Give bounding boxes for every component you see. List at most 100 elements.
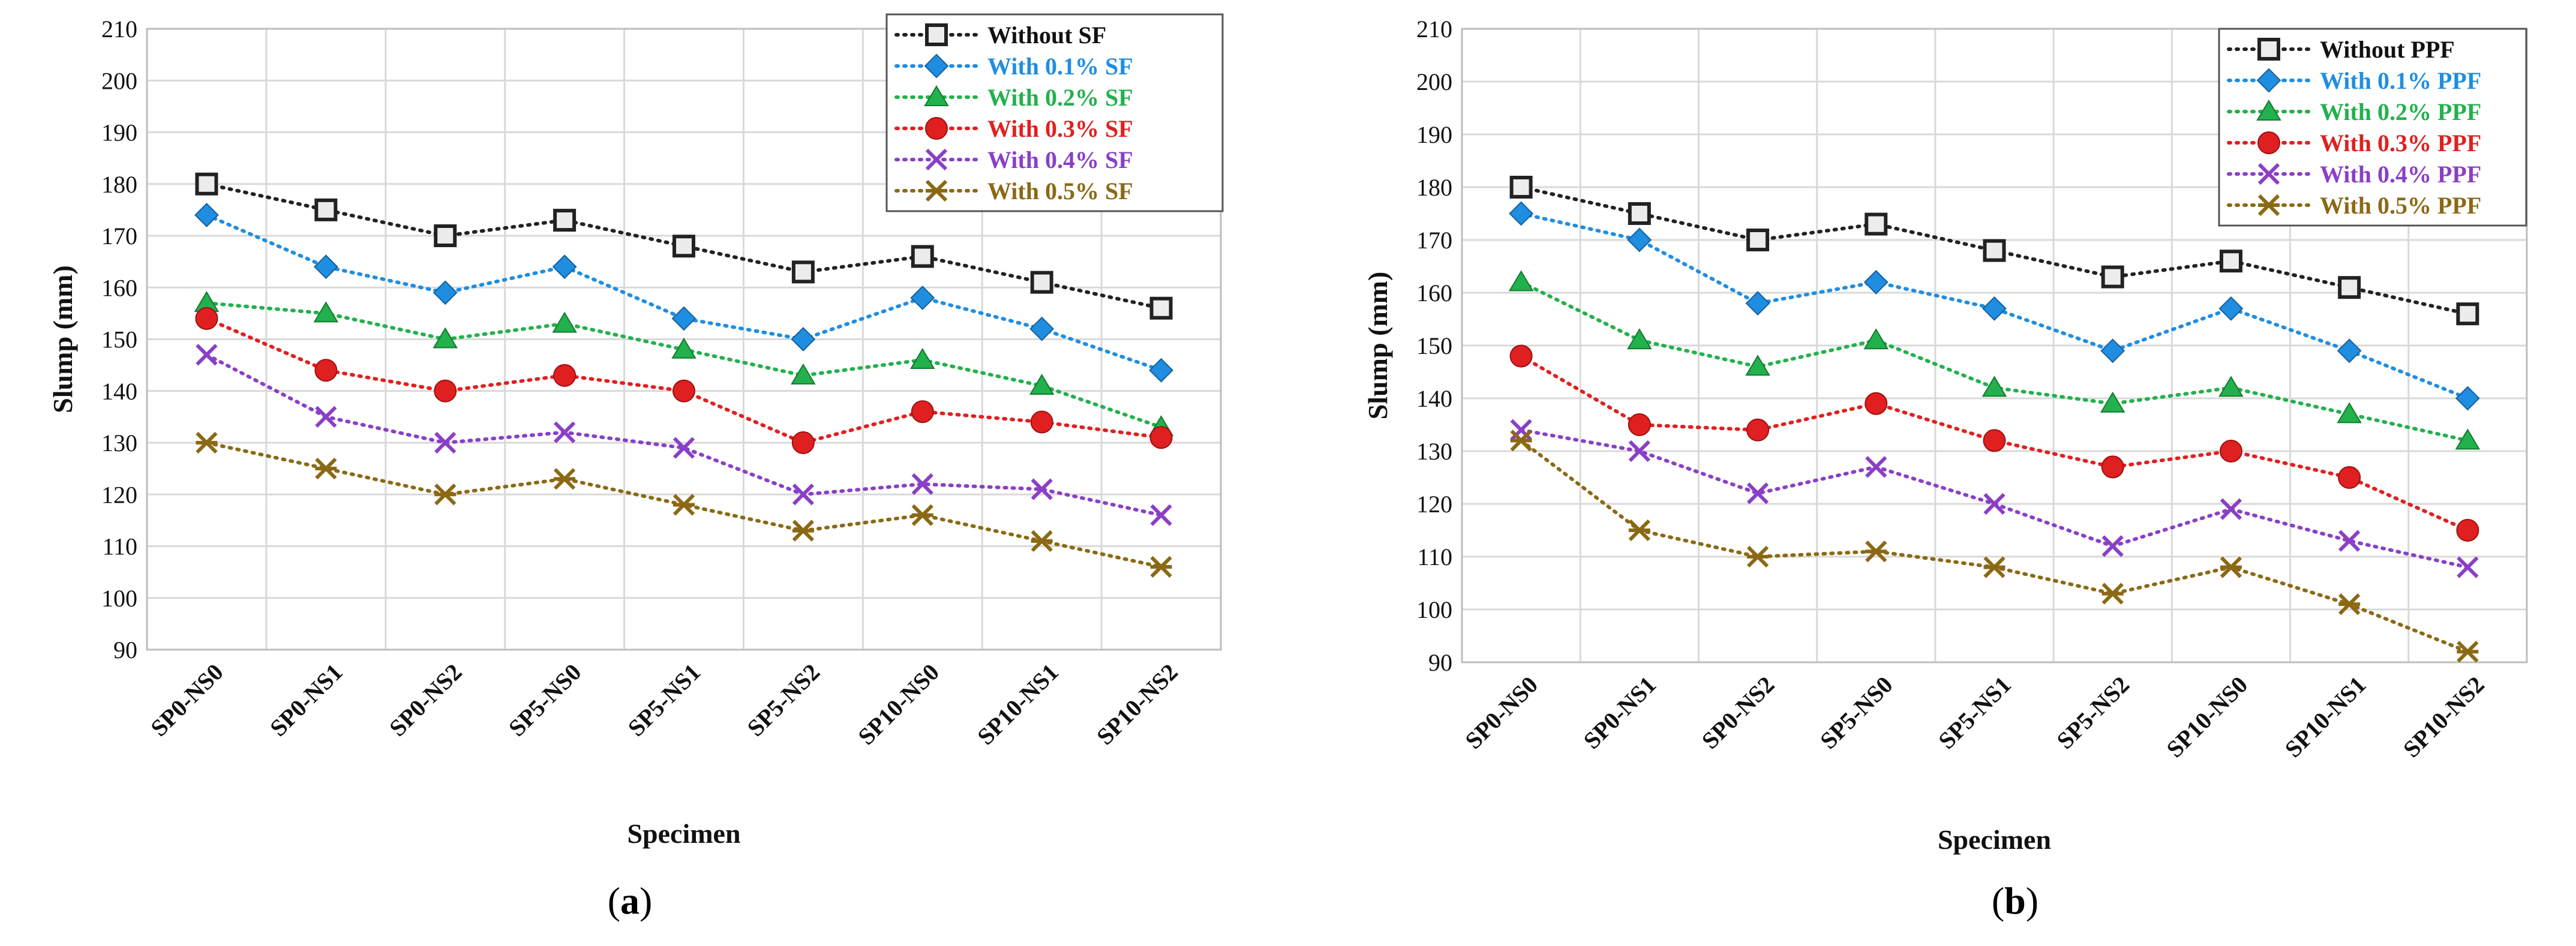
data-point [911,504,933,526]
data-point [2338,466,2361,489]
y-tick-label: 180 [1416,174,1452,201]
data-point [672,494,695,516]
legend-marker [2257,194,2280,217]
data-point [2218,376,2244,397]
series-2 [1509,201,2480,411]
legend: Without PPF With 0.1% PPF With 0.2% PPF Wit… [2218,28,2527,227]
legend: Without SF With 0.1% SF With 0.2% SF With 0… [885,13,1224,212]
caption-a: (a) [607,879,653,922]
data-point [315,406,337,428]
x-tick-label: SP5-NS1 [623,659,706,742]
data-point [2337,402,2362,424]
data-point [2456,519,2479,542]
y-tick-label: 140 [1416,385,1452,412]
data-point [194,203,219,227]
data-point [1983,492,2005,515]
data-point [1628,440,1650,463]
y-tick-label: 90 [113,636,137,663]
data-point [1865,212,1888,236]
caption-b: (b) [1991,879,2039,922]
data-point [2100,391,2125,413]
data-point [672,437,695,459]
data-point [313,254,338,280]
x-tick-label: SP10-NS2 [2398,671,2490,763]
legend-marker [2257,163,2280,185]
data-point [1983,556,2005,578]
data-point [553,209,577,232]
legend-marker [924,53,949,79]
x-tick-label: SP5-NS0 [503,659,587,742]
data-point [553,468,576,490]
series-line [205,353,1163,517]
data-point [1149,426,1173,449]
legend-marker [925,23,948,46]
data-point [1865,392,1888,415]
data-point [1628,519,1650,542]
y-tick-label: 90 [1428,649,1452,676]
chart-panel-a: 90 100 110 120 130 140 150 160 170 180 190 200 210 SP… [47,13,1224,922]
data-point [791,431,815,454]
y-tick-label: 160 [1416,280,1452,307]
x-tick-label: SP10-NS1 [972,659,1064,750]
y-tick-label: 200 [1416,68,1452,95]
legend-marker [2256,100,2281,121]
data-point [2455,428,2481,450]
legend-marker [924,85,949,106]
data-point [1863,328,1889,350]
data-point [2220,556,2242,578]
legend-label: With 0.3% PPF [2320,130,2481,157]
legend-label: With 0.4% SF [987,146,1133,173]
data-point [1149,358,1173,383]
data-point [672,379,695,403]
y-tick-label: 190 [1416,121,1452,148]
data-point [1149,296,1173,320]
series-3 [194,291,1174,437]
data-point [434,224,457,247]
data-point [2220,498,2242,520]
data-point [1508,270,1534,292]
data-point [1983,429,2006,452]
data-point [2457,641,2479,663]
x-tick-label: SP10-NS0 [2161,671,2253,763]
x-tick-label: SP0-NS2 [1697,671,1780,755]
y-tick-label: 110 [1417,543,1452,570]
data-point [313,301,339,323]
x-axis-title: Specimen [1938,824,2051,855]
y-axis-title: Slump (mm) [47,265,78,413]
y-tick-label: 110 [102,533,137,560]
data-point [1031,478,1053,500]
x-tick-label: SP0-NS2 [384,659,467,742]
y-tick-label: 150 [1416,332,1452,359]
data-point [1865,456,1887,478]
y-tick-label: 130 [1416,438,1452,465]
data-point [910,286,935,310]
data-point [1745,291,1770,316]
data-point [2100,338,2125,364]
data-point [434,431,457,454]
data-point [1509,344,1533,368]
y-tick-label: 100 [1416,596,1452,623]
data-point [2456,302,2479,326]
data-point [1745,355,1770,376]
data-point [2101,535,2124,557]
data-point [553,364,577,387]
data-point [1031,530,1053,552]
legend-marker [925,148,948,171]
slump-chart-a: 90 100 110 120 130 140 150 160 170 180 190 200 210 SP… [47,13,1224,849]
y-tick-label: 100 [101,585,137,612]
y-tick-label: 190 [101,119,137,146]
legend-marker [2256,68,2281,93]
data-point [2338,593,2361,615]
y-tick-label: 170 [101,223,137,250]
legend-label: With 0.1% PPF [2320,67,2481,94]
y-tick-label: 160 [101,274,137,301]
data-point [1627,227,1652,253]
data-point [2455,386,2480,411]
data-point [2101,265,2124,289]
data-point [1627,328,1652,350]
data-point [1863,269,1889,295]
series-4 [195,307,1173,454]
legend-label: With 0.4% PPF [2320,161,2481,188]
data-point [1746,482,1769,504]
data-point [195,172,218,196]
